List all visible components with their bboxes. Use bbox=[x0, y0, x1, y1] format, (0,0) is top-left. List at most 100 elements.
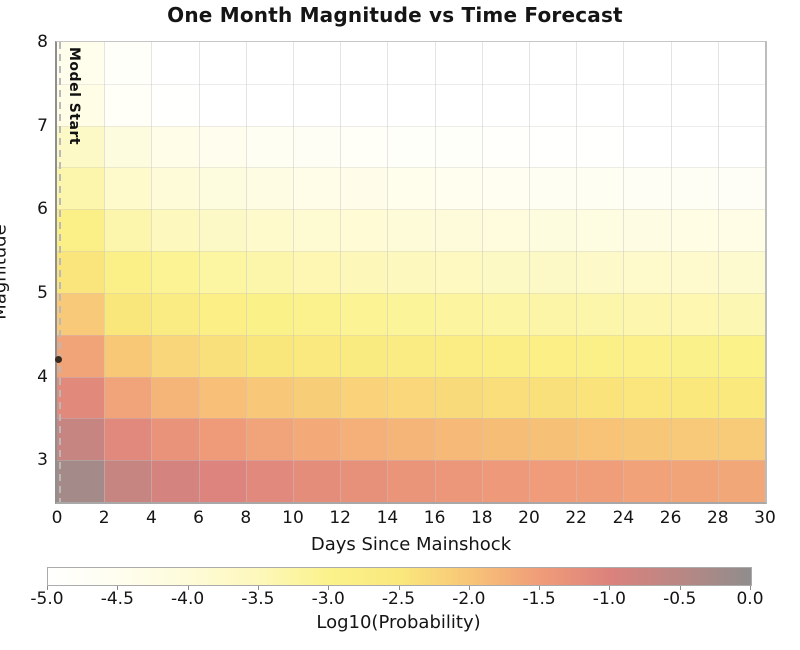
heatmap-cell bbox=[104, 167, 152, 210]
heatmap-cell bbox=[340, 418, 388, 461]
colorbar-tick bbox=[539, 586, 541, 590]
heatmap-cell bbox=[198, 167, 247, 210]
gridline-vertical bbox=[434, 42, 436, 502]
gridline-vertical bbox=[623, 42, 625, 502]
heatmap-cell bbox=[576, 251, 624, 294]
colorbar-tick-label: -0.5 bbox=[663, 589, 697, 609]
x-tick-label: 22 bbox=[565, 508, 588, 528]
heatmap-cell bbox=[57, 334, 105, 378]
heatmap-cell bbox=[293, 334, 341, 378]
heatmap-cell bbox=[340, 83, 388, 127]
x-tick-label: 18 bbox=[470, 508, 493, 528]
gridline-horizontal bbox=[57, 460, 765, 462]
heatmap-cell bbox=[434, 376, 483, 419]
colorbar-tick-label: -3.5 bbox=[241, 589, 275, 609]
y-tick-label: 5 bbox=[37, 282, 48, 303]
gridline-vertical bbox=[576, 42, 578, 502]
heatmap-cell bbox=[529, 418, 577, 461]
heatmap-cell bbox=[387, 167, 436, 210]
heatmap-cell bbox=[576, 167, 624, 210]
colorbar-tick-label: -4.5 bbox=[100, 589, 134, 609]
heatmap-cell bbox=[529, 83, 577, 127]
heatmap-cell bbox=[576, 209, 624, 252]
heatmap-cell bbox=[151, 376, 200, 419]
heatmap-cell bbox=[387, 125, 436, 168]
heatmap-cell bbox=[717, 292, 766, 336]
heatmap-cell bbox=[670, 334, 719, 378]
heatmap-cell bbox=[717, 209, 766, 252]
heatmap-cell bbox=[717, 83, 766, 127]
colorbar-tick bbox=[398, 586, 400, 590]
heatmap-cell bbox=[434, 125, 483, 168]
x-axis-label: Days Since Mainshock bbox=[310, 534, 512, 555]
gridline-horizontal bbox=[57, 167, 765, 169]
heatmap-cell bbox=[481, 167, 530, 210]
heatmap-cell bbox=[434, 167, 483, 210]
heatmap-cell bbox=[340, 42, 388, 85]
chart-title: One Month Magnitude vs Time Forecast bbox=[167, 3, 623, 27]
colorbar-tick bbox=[47, 586, 48, 590]
heatmap-cell bbox=[151, 292, 200, 336]
heatmap-cell bbox=[198, 209, 247, 252]
heatmap-cell bbox=[198, 418, 247, 461]
gridline-horizontal bbox=[57, 418, 765, 420]
x-tick-label: 16 bbox=[423, 508, 446, 528]
heatmap-cell bbox=[293, 209, 341, 252]
heatmap-cell bbox=[198, 125, 247, 168]
heatmap-cell bbox=[670, 125, 719, 168]
heatmap-cell bbox=[434, 292, 483, 336]
heatmap-cell bbox=[481, 251, 530, 294]
heatmap-cell bbox=[481, 292, 530, 336]
heatmap-cell bbox=[198, 460, 247, 503]
heatmap-cell bbox=[104, 209, 152, 252]
heatmap-cell bbox=[481, 418, 530, 461]
heatmap-cell bbox=[623, 418, 672, 461]
heatmap-cell bbox=[481, 209, 530, 252]
heatmap-cell bbox=[104, 418, 152, 461]
colorbar-tick-label: 0.0 bbox=[736, 589, 764, 609]
heatmap-cell bbox=[198, 334, 247, 378]
heatmap-cell bbox=[623, 251, 672, 294]
heatmap-cell bbox=[387, 460, 436, 503]
gridline-horizontal bbox=[57, 209, 765, 211]
heatmap-cell bbox=[198, 292, 247, 336]
y-tick-label: 3 bbox=[37, 450, 48, 471]
gridline-horizontal bbox=[57, 125, 765, 127]
heatmap-cell bbox=[576, 125, 624, 168]
colorbar-tick bbox=[328, 586, 330, 590]
gridline-vertical bbox=[529, 42, 530, 502]
gridline-vertical bbox=[717, 42, 719, 502]
heatmap-cell bbox=[481, 125, 530, 168]
gridline-horizontal bbox=[57, 334, 765, 336]
heatmap-cell bbox=[529, 42, 577, 85]
heatmap-cell bbox=[340, 125, 388, 168]
heatmap-cell bbox=[293, 418, 341, 461]
gridline-vertical bbox=[670, 42, 672, 502]
heatmap-cell bbox=[57, 460, 105, 503]
heatmap-cell bbox=[245, 125, 294, 168]
heatmap-cell bbox=[623, 334, 672, 378]
heatmap-cell bbox=[387, 42, 436, 85]
colorbar-tick bbox=[187, 586, 189, 590]
x-tick-label: 20 bbox=[518, 508, 540, 528]
colorbar-tick-label: -3.0 bbox=[311, 589, 345, 609]
heatmap-cell bbox=[717, 125, 766, 168]
heatmap-cell bbox=[245, 42, 294, 85]
heatmap-cell bbox=[245, 83, 294, 127]
colorbar-tick bbox=[117, 586, 119, 590]
heatmap-cell bbox=[576, 418, 624, 461]
heatmap-cell bbox=[717, 42, 766, 85]
x-tick-label: 4 bbox=[145, 508, 157, 528]
colorbar-tick bbox=[609, 586, 611, 590]
x-tick-label: 14 bbox=[376, 508, 399, 528]
x-tick-label: 8 bbox=[240, 508, 252, 528]
heatmap-cell bbox=[293, 292, 341, 336]
heatmap-cell bbox=[340, 209, 388, 252]
gridline-vertical bbox=[481, 42, 483, 502]
heatmap-cell bbox=[529, 334, 577, 378]
heatmap-cell bbox=[245, 292, 294, 336]
heatmap-cell bbox=[151, 83, 200, 127]
heatmap-cell bbox=[104, 42, 152, 85]
heatmap-cell bbox=[717, 418, 766, 461]
